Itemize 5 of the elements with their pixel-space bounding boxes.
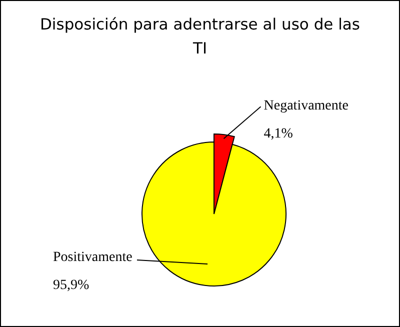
slice-label: Positivamente bbox=[53, 250, 132, 265]
chart-title: Disposición para adentrarse al uso de las TI bbox=[40, 16, 360, 58]
slice-label: Negativamente bbox=[264, 98, 349, 114]
data-label: 95,9% bbox=[53, 278, 90, 293]
data-label: 4,1% bbox=[264, 126, 294, 142]
